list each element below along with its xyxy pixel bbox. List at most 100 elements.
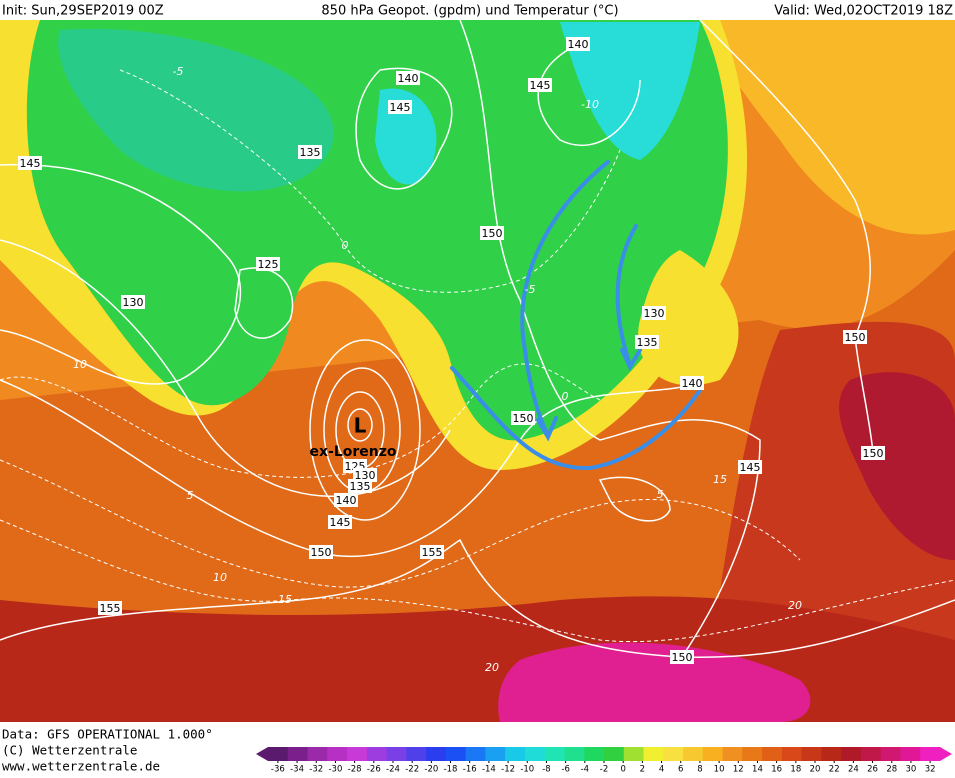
temperature-label: -5 — [173, 65, 184, 78]
colorbar-swatch — [268, 747, 289, 761]
colorbar-swatch — [643, 747, 664, 761]
colorbar-swatch — [841, 747, 862, 761]
geopotential-label: 150 — [482, 227, 503, 240]
colorbar-tick-label: 28 — [886, 765, 897, 775]
geopotential-label: 145 — [390, 101, 411, 114]
map: 1451401401451451351501251301301351401501… — [0, 20, 955, 722]
colorbar-swatch — [781, 747, 803, 761]
colorbar-tick-label: -26 — [367, 765, 381, 775]
colorbar-swatch — [623, 747, 645, 761]
footer-data: Data: GFS OPERATIONAL 1.000° — [2, 727, 213, 742]
temperature-label: 15 — [278, 593, 292, 606]
temperature-label: -10 — [581, 98, 599, 111]
colorbar-swatch — [307, 747, 328, 761]
label-box — [18, 156, 42, 170]
geopotential-label: 150 — [513, 412, 534, 425]
label-box — [396, 71, 420, 85]
geopotential-label: 150 — [672, 651, 693, 664]
temperature-isotherms — [0, 69, 955, 643]
label-box — [121, 295, 145, 309]
label-box — [861, 446, 885, 460]
yellow-field — [700, 20, 955, 235]
temperature-label: 0 — [562, 390, 569, 403]
footer-url: www.wetterzentrale.de — [2, 759, 160, 774]
geopotential-label: 150 — [863, 447, 884, 460]
colorbar-tick-label: -24 — [386, 765, 400, 775]
label-box — [334, 493, 358, 507]
colorbar-tick-label: 6 — [678, 765, 683, 775]
geopotential-label: 150 — [845, 331, 866, 344]
geopotential-label: 140 — [568, 38, 589, 51]
colorbar-tick-label: -6 — [561, 765, 569, 775]
colorbar-tick-label: 22 — [829, 765, 840, 775]
colorbar-swatch — [287, 747, 309, 761]
temperature-label: 15 — [713, 473, 727, 486]
low-symbol: L — [354, 414, 367, 438]
geopotential-label: 145 — [20, 157, 41, 170]
colorbar-tick-label: -8 — [542, 765, 550, 775]
colorbar-swatch — [524, 747, 546, 761]
colorbar-swatch — [505, 747, 526, 761]
temperature-label: 10 — [73, 358, 87, 371]
label-box — [670, 650, 694, 664]
colorbar-tick-label: 0 — [620, 765, 625, 775]
geopotential-label: 145 — [740, 461, 761, 474]
colorbar-swatch — [445, 747, 467, 761]
colorbar-tick-label: 14 — [752, 765, 763, 775]
colorbar-swatch — [544, 747, 565, 761]
colorbar-tick-label: -14 — [482, 765, 496, 775]
label-box — [256, 257, 280, 271]
geopotential-label: 155 — [422, 546, 443, 559]
colorbar-swatch — [702, 747, 724, 761]
colorbar-tick-label: -2 — [600, 765, 608, 775]
label-box — [566, 37, 590, 51]
colorbar: -36 -34 -32 -30 -28 -26 -24 -22 -20 -18 -16 -14 -12-… — [256, 747, 952, 775]
colorbar-swatch — [860, 747, 882, 761]
colorbar-tick-label: -16 — [463, 765, 477, 775]
colorbar-tick-label: -12 — [501, 765, 515, 775]
colorbar-swatch — [801, 747, 822, 761]
colorbar-swatch — [564, 747, 585, 761]
temperature-label: 5 — [187, 489, 194, 502]
colorbar-swatch — [366, 747, 388, 761]
colorbar-tick-label: -10 — [520, 765, 534, 775]
temperature-label: 20 — [485, 661, 499, 674]
colorbar-left-tip — [256, 747, 268, 761]
label-box — [511, 411, 535, 425]
colorbar-right-tip — [940, 747, 952, 761]
temperature-label: 10 — [213, 571, 227, 584]
label-box — [528, 78, 552, 92]
colorbar-tick-label: 10 — [714, 765, 725, 775]
colorbar-swatch — [406, 747, 427, 761]
colorbar-tick-label: -34 — [290, 765, 304, 775]
label-box — [309, 545, 333, 559]
colorbar-swatch — [426, 747, 447, 761]
magenta-field — [498, 642, 811, 722]
colorbar-swatch — [347, 747, 368, 761]
colorbar-tick-label: 32 — [925, 765, 936, 775]
colorbar-tick-label: -28 — [348, 765, 362, 775]
label-box — [328, 515, 352, 529]
colorbar-tick-label: -30 — [328, 765, 342, 775]
geopotential-label: 130 — [355, 469, 376, 482]
colorbar-swatch — [920, 747, 941, 761]
colorbar-tick-label: 12 — [733, 765, 744, 775]
colorbar-tick-label: 16 — [771, 765, 782, 775]
label-box — [738, 460, 762, 474]
label-box — [843, 330, 867, 344]
map-labels: 1451401401451451351501251301301351401501… — [18, 37, 885, 674]
label-box — [98, 601, 122, 615]
temperature-label: -5 — [525, 283, 536, 296]
colorbar-tick-label: 20 — [810, 765, 821, 775]
valid-time: Valid: Wed,02OCT2019 18Z — [774, 4, 953, 19]
geopotential-label: 130 — [123, 296, 144, 309]
geopotential-label: 140 — [682, 377, 703, 390]
colorbar-swatch — [683, 747, 704, 761]
colorbar-tick-label: 18 — [790, 765, 801, 775]
colorbar-swatch — [880, 747, 901, 761]
colorbar-tick-label: 24 — [848, 765, 859, 775]
temperature-label: 20 — [788, 599, 802, 612]
geopotential-label: 140 — [398, 72, 419, 85]
colorbar-tick-label: -20 — [424, 765, 438, 775]
